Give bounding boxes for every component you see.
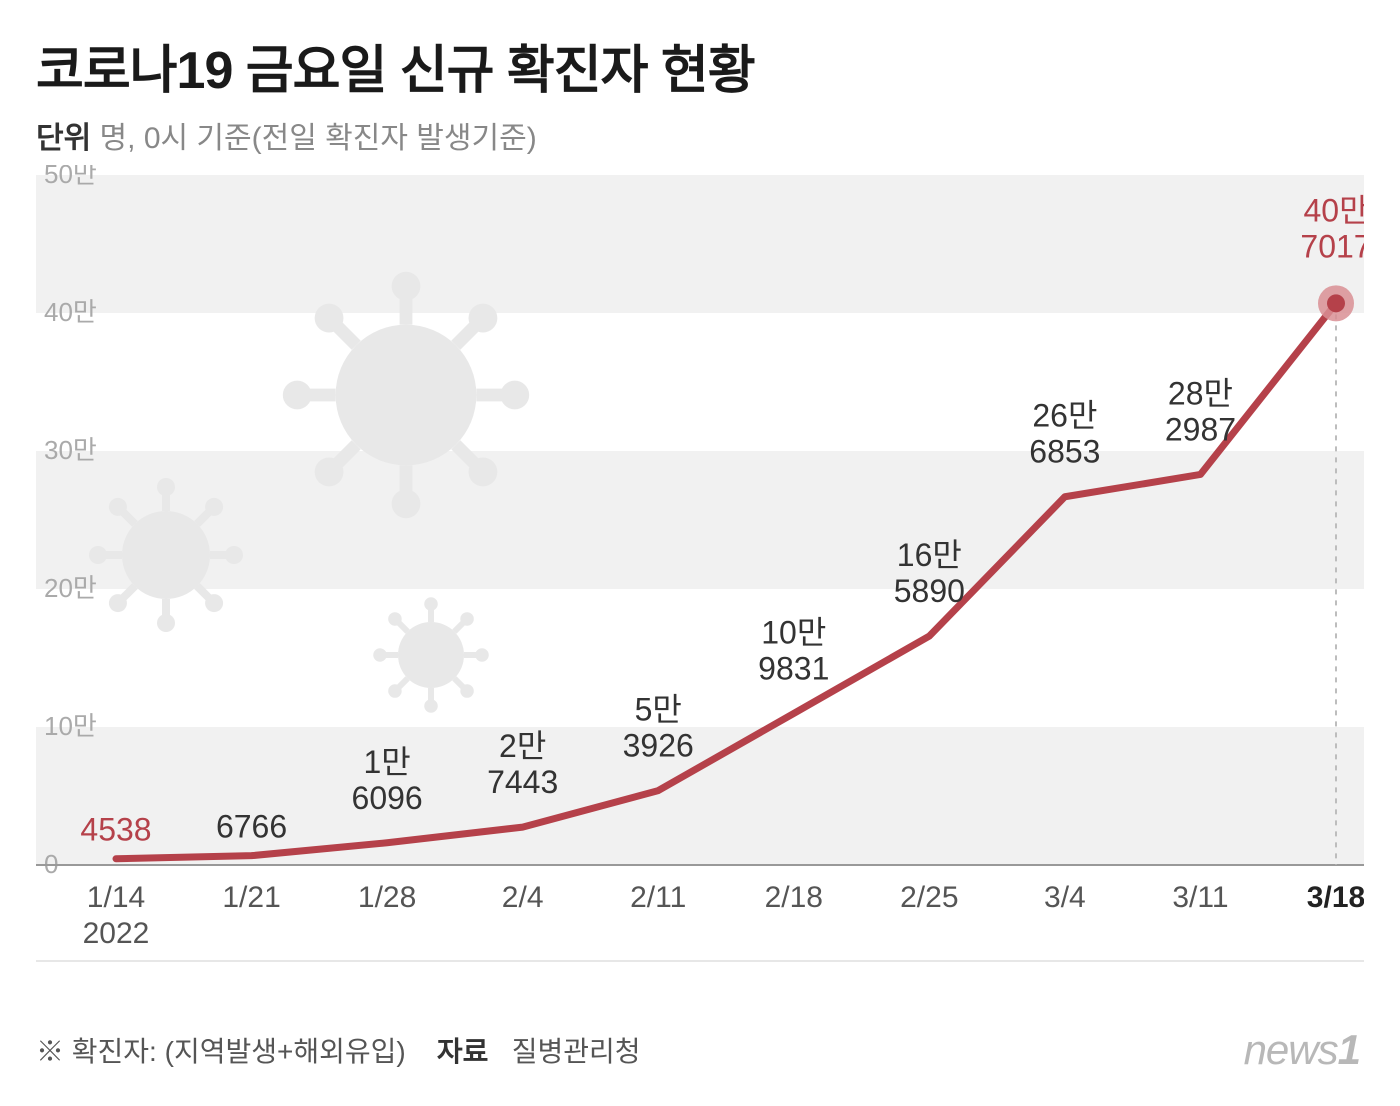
logo-one: 1 bbox=[1338, 1026, 1360, 1073]
y-tick-label: 40만 bbox=[44, 297, 97, 327]
chart-footer: ※ 확진자: (지역발생+해외유입) 자료 질병관리청 bbox=[36, 1030, 641, 1070]
data-label: 1만 bbox=[363, 744, 410, 780]
subtitle-text: 명, 0시 기준(전일 확진자 발생기준) bbox=[100, 122, 537, 155]
chart-svg: 010만20만30만40만50만453867661만60962만74435만39… bbox=[36, 165, 1364, 985]
x-tick-label: 2/18 bbox=[765, 881, 823, 914]
data-label: 5890 bbox=[894, 573, 965, 609]
data-label: 4538 bbox=[80, 812, 151, 848]
data-label: 2987 bbox=[1165, 411, 1236, 447]
data-label: 9831 bbox=[758, 650, 829, 686]
chart-title: 코로나19 금요일 신규 확진자 현황 bbox=[36, 28, 1364, 103]
data-label: 3926 bbox=[623, 728, 694, 764]
x-tick-label: 3/11 bbox=[1172, 881, 1228, 914]
data-label: 28만 bbox=[1168, 375, 1233, 411]
line-chart: 010만20만30만40만50만453867661만60962만74435만39… bbox=[36, 165, 1364, 985]
footer-source-label: 자료 bbox=[437, 1036, 489, 1067]
data-label: 6853 bbox=[1029, 434, 1100, 470]
x-tick-label: 1/14 bbox=[87, 881, 145, 914]
data-label: 10만 bbox=[761, 614, 826, 650]
logo-text: news bbox=[1244, 1026, 1338, 1073]
data-label: 6096 bbox=[352, 780, 423, 816]
data-label: 26만 bbox=[1032, 398, 1097, 434]
x-tick-label: 2/4 bbox=[502, 881, 544, 914]
y-tick-label: 30만 bbox=[44, 435, 97, 465]
data-label: 40만 bbox=[1303, 192, 1364, 228]
y-tick-label: 10만 bbox=[44, 711, 97, 741]
y-tick-label: 20만 bbox=[44, 573, 97, 603]
data-label: 16만 bbox=[897, 537, 962, 573]
footer-source: 질병관리청 bbox=[512, 1036, 641, 1067]
footer-note: ※ 확진자: (지역발생+해외유입) bbox=[36, 1036, 406, 1067]
data-label: 7443 bbox=[487, 764, 558, 800]
data-label: 2만 bbox=[499, 728, 546, 764]
x-tick-label: 1/21 bbox=[222, 881, 280, 914]
x-tick-label: 1/28 bbox=[358, 881, 416, 914]
news1-logo: news1 bbox=[1244, 1026, 1360, 1074]
y-tick-label: 50만 bbox=[44, 165, 97, 189]
x-tick-label: 2/25 bbox=[900, 881, 958, 914]
subtitle-label: 단위 bbox=[36, 122, 91, 155]
x-year-label: 2022 bbox=[83, 917, 150, 950]
data-label: 5만 bbox=[635, 692, 682, 728]
x-tick-label: 2/11 bbox=[630, 881, 686, 914]
chart-subtitle: 단위 명, 0시 기준(전일 확진자 발생기준) bbox=[36, 113, 1364, 157]
x-tick-label: 3/18 bbox=[1307, 881, 1364, 914]
data-label: 6766 bbox=[216, 809, 287, 845]
x-tick-label: 3/4 bbox=[1044, 881, 1086, 914]
data-label: 7017 bbox=[1300, 228, 1364, 264]
